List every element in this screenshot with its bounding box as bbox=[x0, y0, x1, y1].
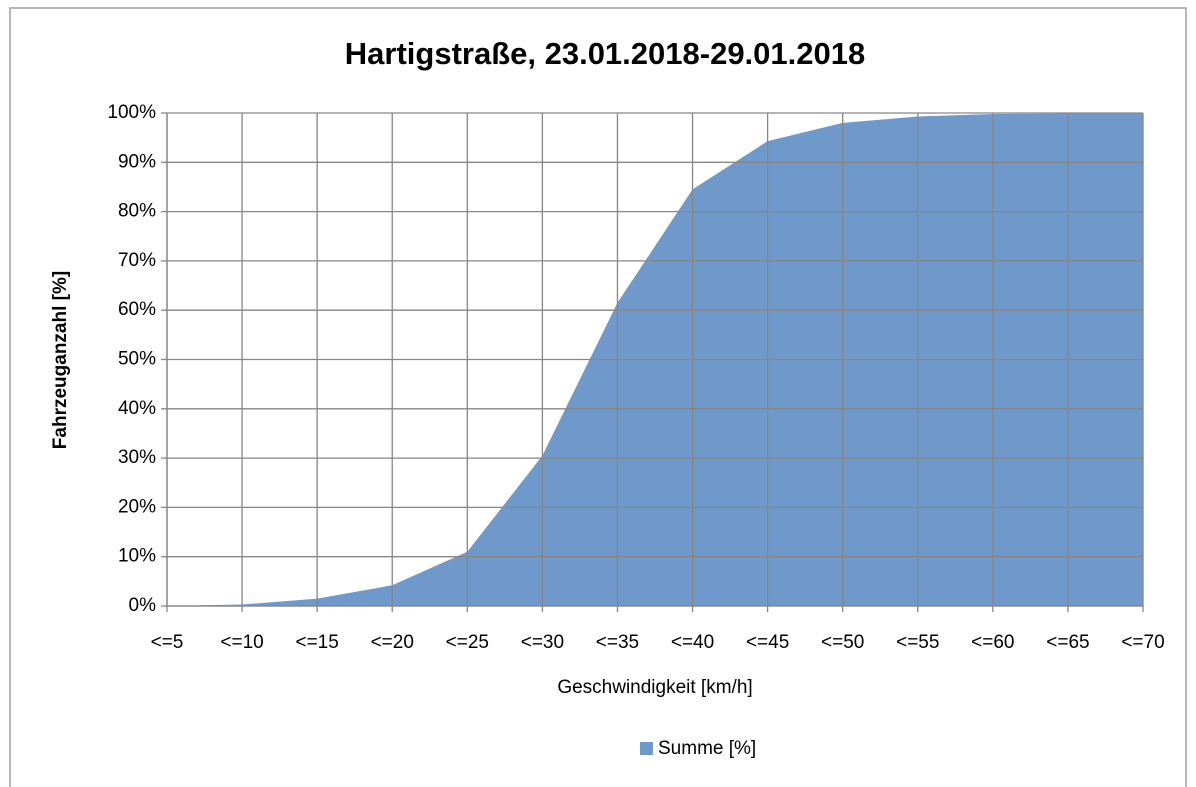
x-tick-label: <=50 bbox=[821, 632, 864, 653]
y-tick-label: 20% bbox=[118, 496, 156, 517]
y-tick-label: 100% bbox=[107, 102, 156, 123]
chart-title: Hartigstraße, 23.01.2018-29.01.2018 bbox=[345, 36, 865, 71]
y-tick-label: 0% bbox=[129, 595, 157, 616]
y-tick-label: 30% bbox=[118, 447, 156, 468]
x-tick-label: <=20 bbox=[371, 632, 414, 653]
x-tick-label: <=35 bbox=[596, 632, 639, 653]
x-tick-label: <=15 bbox=[295, 632, 338, 653]
x-tick-label: <=30 bbox=[521, 632, 564, 653]
y-tick-label: 60% bbox=[118, 299, 156, 320]
x-tick-label: <=65 bbox=[1046, 632, 1089, 653]
y-tick-label: 90% bbox=[118, 151, 156, 172]
x-tick-label: <=55 bbox=[896, 632, 939, 653]
legend-swatch bbox=[640, 742, 653, 755]
y-tick-label: 10% bbox=[118, 546, 156, 567]
y-tick-label: 40% bbox=[118, 398, 156, 419]
x-tick-label: <=10 bbox=[220, 632, 263, 653]
y-axis-title: Fahrzeuganzahl [%] bbox=[50, 271, 71, 449]
x-tick-label: <=70 bbox=[1121, 632, 1164, 653]
x-tick-label: <=25 bbox=[446, 632, 489, 653]
y-tick-label: 70% bbox=[118, 250, 156, 271]
y-tick-label: 80% bbox=[118, 201, 156, 222]
x-axis-title: Geschwindigkeit [km/h] bbox=[557, 677, 752, 698]
y-tick-label: 50% bbox=[118, 349, 156, 370]
x-tick-label: <=60 bbox=[971, 632, 1014, 653]
x-tick-label: <=5 bbox=[151, 632, 184, 653]
legend-label: Summe [%] bbox=[658, 738, 756, 759]
x-tick-label: <=45 bbox=[746, 632, 789, 653]
x-tick-label: <=40 bbox=[671, 632, 714, 653]
